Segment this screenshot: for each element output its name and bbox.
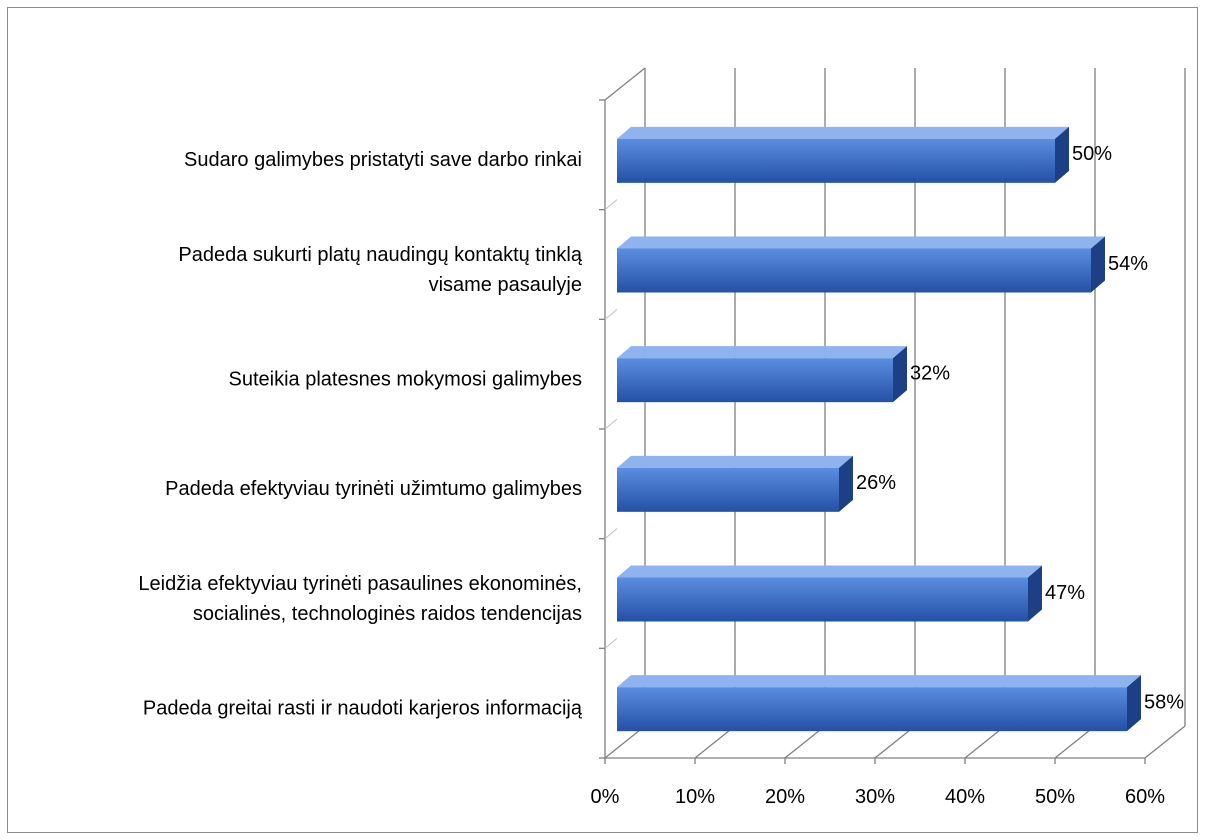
x-tick-label: 60% (1125, 786, 1165, 808)
data-label: 50% (1072, 143, 1112, 165)
floor-gridline (694, 725, 736, 759)
bar-front-face (617, 687, 1127, 732)
category-label: Leidžia efektyviau tyrinėti pasaulines e… (138, 573, 582, 595)
bar-top-face (617, 346, 907, 359)
bar (617, 455, 853, 512)
floor-gridline (964, 725, 1006, 759)
x-tick-label: 10% (675, 786, 715, 808)
side-wall-tick (604, 308, 618, 320)
bar-side-face (1055, 126, 1069, 183)
bar-top-face (617, 455, 853, 468)
bar-side-face (1091, 236, 1105, 293)
data-label: 54% (1108, 253, 1148, 275)
category-label: Padeda sukurti platų naudingų kontaktų t… (178, 244, 582, 266)
bar (617, 346, 907, 403)
bar (617, 126, 1069, 183)
data-label: 47% (1045, 582, 1085, 604)
side-wall-tick (604, 199, 618, 211)
data-label: 32% (910, 362, 950, 384)
floor-gridline (1144, 725, 1186, 759)
x-tick-label: 20% (765, 786, 805, 808)
chart-frame: 50% Sudaro galimybes pristatyti save darb… (7, 7, 1198, 833)
floor-gridline (604, 725, 646, 759)
category-label: Suteikia platesnes mokymosi galimybes (229, 368, 583, 390)
category-label: Padeda greitai rasti ir naudoti karjeros… (143, 697, 583, 719)
bar-front-face (617, 577, 1028, 622)
bar-top-face (617, 565, 1042, 578)
floor-gridline (1054, 725, 1096, 759)
bar (617, 236, 1105, 293)
bar-front-face (617, 248, 1091, 293)
side-wall-tick (604, 418, 618, 430)
bar-side-face (893, 346, 907, 403)
bar (617, 675, 1141, 732)
category-label: visame pasaulyje (429, 274, 582, 296)
side-wall-edge (604, 67, 646, 101)
side-wall-tick (604, 637, 618, 649)
x-tick-label: 50% (1035, 786, 1075, 808)
bar-side-face (1127, 675, 1141, 732)
bar-side-face (839, 455, 853, 512)
bar (617, 565, 1042, 622)
x-tick-label: 40% (945, 786, 985, 808)
bar-side-face (1028, 565, 1042, 622)
bar-front-face (617, 467, 839, 512)
bar-chart: 50% Sudaro galimybes pristatyti save darb… (138, 67, 1186, 808)
data-label: 26% (856, 472, 896, 494)
bar-front-face (617, 138, 1055, 183)
category-label: Padeda efektyviau tyrinėti užimtumo gali… (165, 478, 582, 500)
floor-gridline (874, 725, 916, 759)
x-tick-label: 30% (855, 786, 895, 808)
x-tick-label: 0% (591, 786, 620, 808)
bar-front-face (617, 358, 893, 403)
side-wall-tick (604, 528, 618, 540)
category-label: socialinės, technologinės raidos tendenc… (193, 603, 582, 625)
bar-top-face (617, 126, 1069, 139)
bar-top-face (617, 236, 1105, 249)
floor-gridline (784, 725, 826, 759)
category-label: Sudaro galimybes pristatyti save darbo r… (184, 149, 582, 171)
bar-top-face (617, 675, 1141, 688)
data-label: 58% (1144, 691, 1184, 713)
